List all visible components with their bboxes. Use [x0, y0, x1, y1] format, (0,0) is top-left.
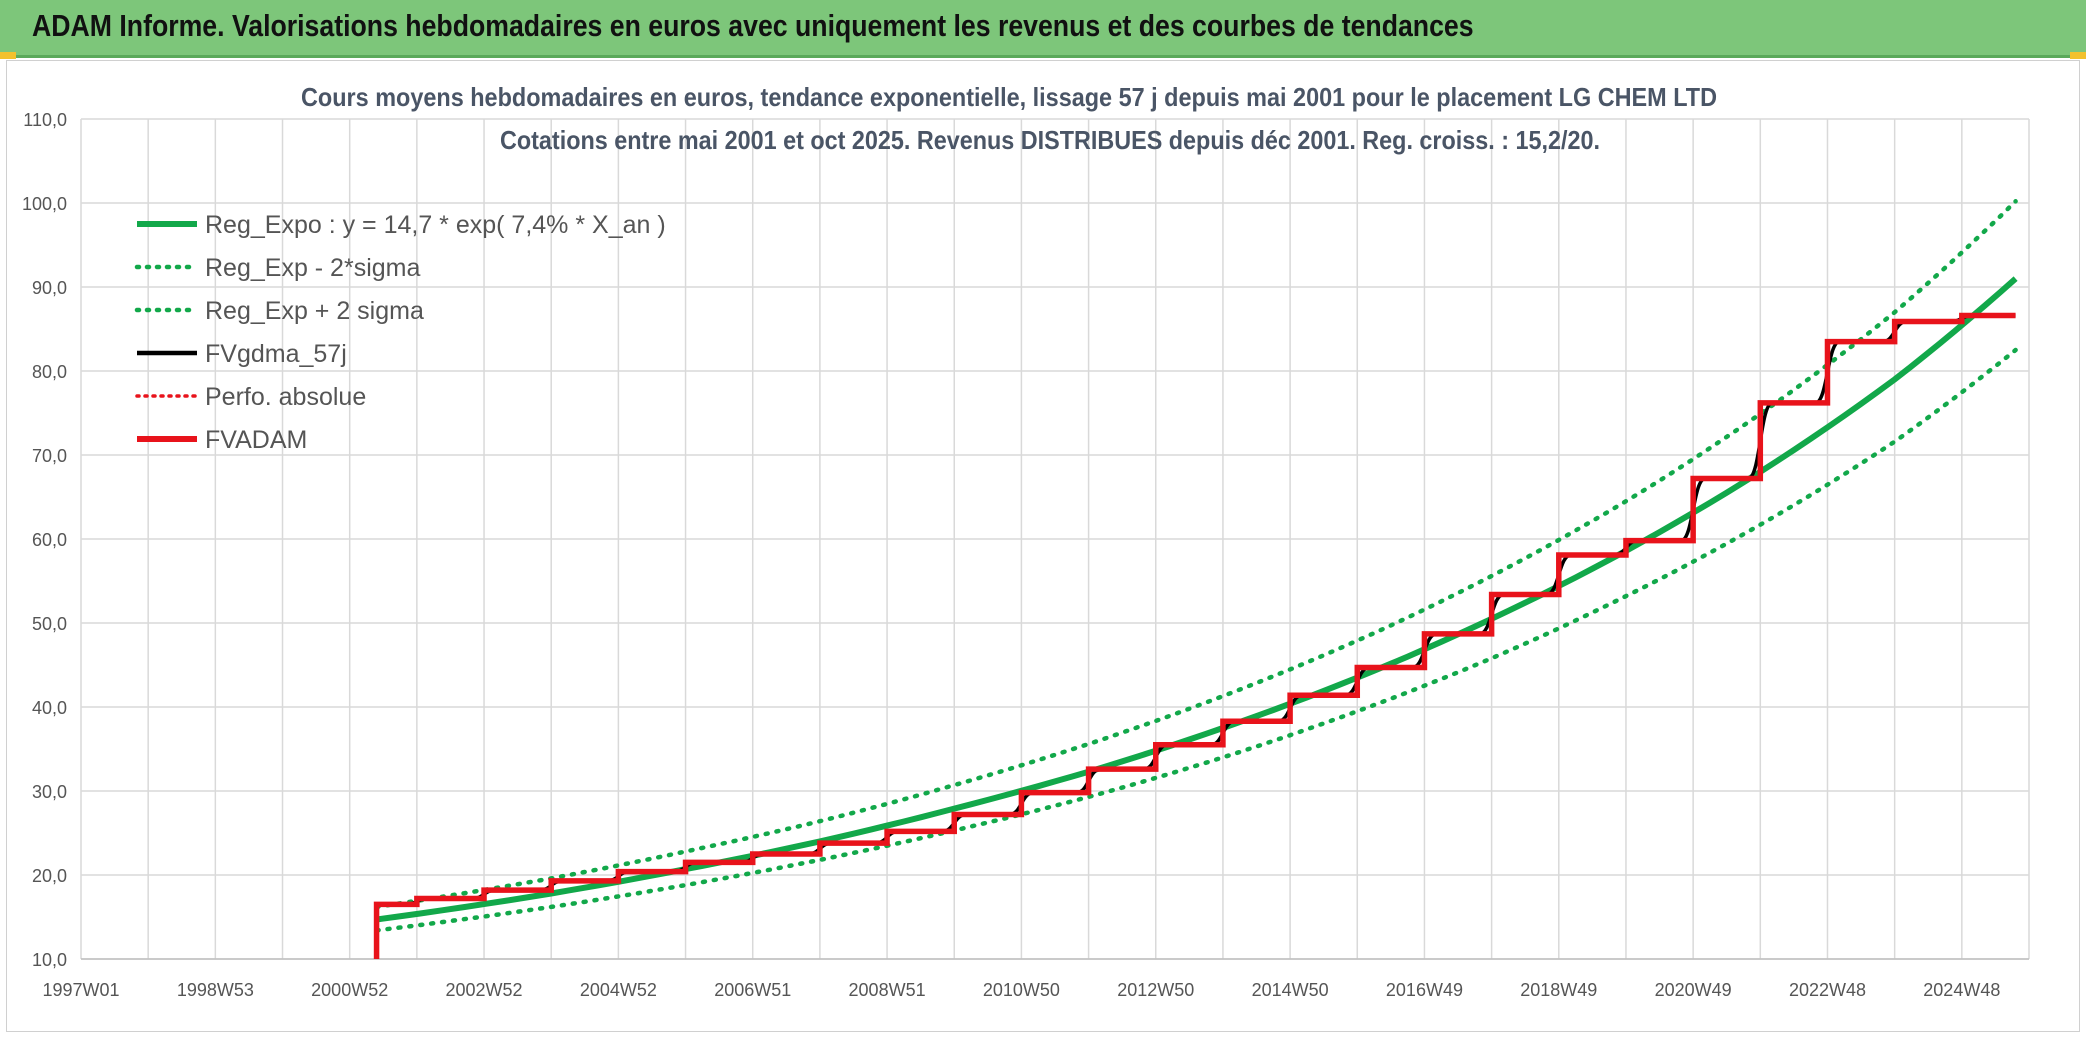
- legend-label: Reg_Exp + 2 sigma: [205, 297, 424, 325]
- x-tick-label: 2004W52: [580, 980, 657, 1000]
- y-tick-label: 20,0: [32, 866, 67, 886]
- x-tick-label: 2018W49: [1520, 980, 1597, 1000]
- x-tick-label: 2014W50: [1252, 980, 1329, 1000]
- x-tick-label: 2024W48: [1923, 980, 2000, 1000]
- y-tick-label: 100,0: [22, 194, 67, 214]
- x-tick-label: 2020W49: [1655, 980, 1732, 1000]
- corner-mark-left: [0, 52, 16, 59]
- y-tick-label: 30,0: [32, 782, 67, 802]
- y-tick-label: 90,0: [32, 278, 67, 298]
- x-tick-label: 1997W01: [42, 980, 119, 1000]
- legend-label: FVADAM: [205, 426, 307, 454]
- y-tick-label: 60,0: [32, 530, 67, 550]
- series-fvadam: [373, 312, 2016, 959]
- y-tick-label: 80,0: [32, 362, 67, 382]
- x-tick-label: 2022W48: [1789, 980, 1866, 1000]
- legend-label: Reg_Expo : y = 14,7 * exp( 7,4% * X_an ): [205, 211, 666, 239]
- series-regexpo: [376, 276, 2018, 923]
- header-bar: ADAM Informe. Valorisations hebdomadaire…: [0, 0, 2086, 58]
- series-regexp-minus-2sigma: [374, 347, 2018, 933]
- legend-label: FVgdma_57j: [205, 340, 347, 368]
- x-tick-label: 2002W52: [446, 980, 523, 1000]
- corner-mark-right: [2070, 52, 2086, 59]
- chart-area: 10,0 20,0 30,0 40,0 50,0 60,0 70,0 80,0 90,0 100,…: [6, 60, 2080, 1032]
- series-regexp-plus-2sigma: [374, 199, 2018, 910]
- chart-title-line1: Cours moyens hebdomadaires en euros, ten…: [301, 82, 1717, 112]
- x-tick-label: 2008W51: [849, 980, 926, 1000]
- report-title: ADAM Informe. Valorisations hebdomadaire…: [32, 8, 1474, 43]
- chart-title-line2: Cotations entre mai 2001 et oct 2025. Re…: [500, 125, 1600, 155]
- y-tick-label: 50,0: [32, 614, 67, 634]
- y-tick-label: 10,0: [32, 950, 67, 970]
- y-tick-label: 40,0: [32, 698, 67, 718]
- x-tick-label: 2016W49: [1386, 980, 1463, 1000]
- x-tick-label: 2006W51: [714, 980, 791, 1000]
- legend-label: Reg_Exp - 2*sigma: [205, 254, 420, 282]
- x-tick-label: 1998W53: [177, 980, 254, 1000]
- legend-label: Perfo. absolue: [205, 383, 366, 411]
- x-tick-label: 2012W50: [1117, 980, 1194, 1000]
- chart-svg: 10,0 20,0 30,0 40,0 50,0 60,0 70,0 80,0 90,0 100,…: [22, 82, 2030, 1000]
- x-tick-label: 2010W50: [983, 980, 1060, 1000]
- y-tick-label: 70,0: [32, 446, 67, 466]
- y-tick-label: 110,0: [23, 110, 67, 130]
- x-tick-label: 2000W52: [311, 980, 388, 1000]
